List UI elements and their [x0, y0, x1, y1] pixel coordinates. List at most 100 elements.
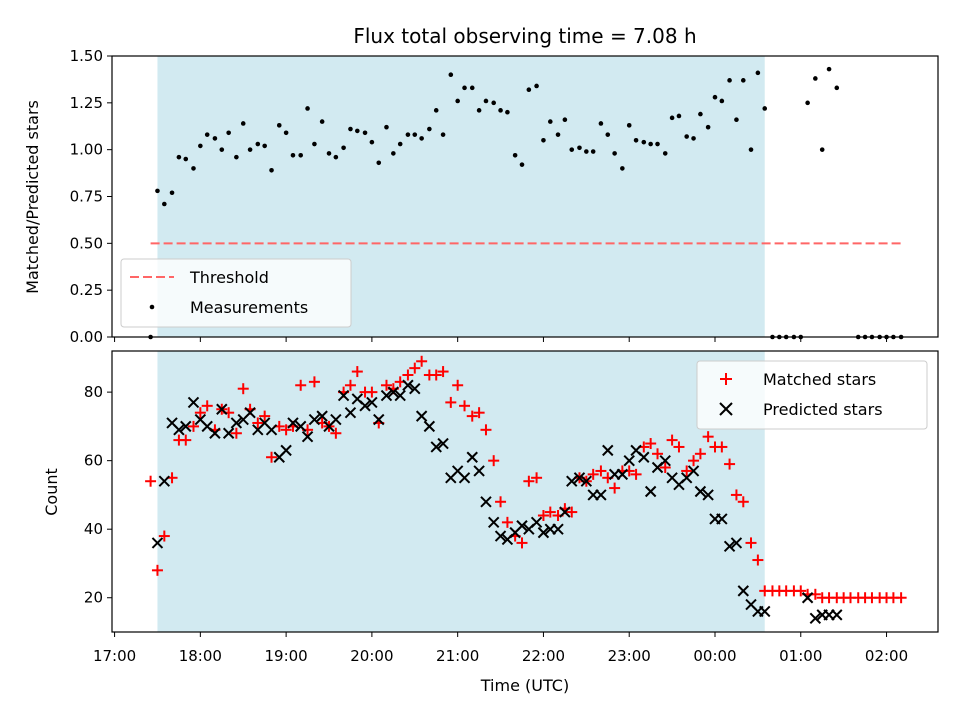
predicted-star-point: [716, 513, 728, 525]
matched-star-point: [702, 431, 714, 443]
predicted-star-point: [559, 506, 571, 518]
top-y-tick-label: 0.00: [70, 328, 103, 346]
measurement-point: [155, 188, 160, 194]
predicted-star-point: [380, 389, 393, 402]
predicted-star-point: [330, 413, 342, 426]
top-y-tick-label: 0.25: [70, 281, 103, 299]
predicted-star-point: [659, 454, 671, 467]
measurement-point: [641, 139, 647, 145]
predicted-star-point: [230, 417, 243, 429]
legend-matched-swatch: [720, 373, 732, 385]
measurement-point: [384, 124, 389, 130]
matched-star-point: [645, 438, 657, 450]
predicted-star-point: [437, 437, 449, 450]
measurement-point: [283, 130, 289, 136]
predicted-star-point: [480, 496, 492, 508]
measurement-point: [605, 132, 611, 137]
matched-star-point: [501, 516, 513, 528]
matched-star-point: [523, 475, 535, 487]
measurement-point: [541, 138, 546, 143]
count-points: [145, 355, 907, 624]
matched-star-point: [295, 379, 307, 391]
predicted-star-point: [616, 468, 629, 481]
measurement-point: [448, 72, 454, 78]
predicted-star-point: [466, 451, 478, 463]
measurement-point: [219, 147, 225, 152]
bottom-observing-interval-shade: [157, 351, 765, 632]
matched-star-point: [445, 396, 457, 408]
predicted-star-point: [458, 472, 471, 484]
measurement-point: [348, 126, 353, 132]
legend-measurements-swatch: [149, 304, 155, 310]
measurement-point: [526, 87, 532, 93]
matched-star-point: [516, 537, 528, 549]
bottom-y-tick-label: 60: [84, 452, 103, 470]
measurement-point: [512, 152, 518, 158]
predicted-star-point: [537, 526, 550, 539]
matched-star-point: [266, 451, 278, 463]
predicted-star-point: [280, 444, 292, 457]
matched-star-point: [688, 455, 700, 467]
bottom-y-axis-label: Count: [42, 468, 61, 516]
matched-star-point: [201, 400, 213, 412]
predicted-star-point: [494, 530, 507, 542]
predicted-star-point: [723, 540, 736, 553]
predicted-star-point: [530, 516, 543, 529]
top-y-tick-label: 0.75: [70, 188, 103, 206]
measurement-point: [362, 130, 368, 136]
legend-predicted-swatch: [719, 402, 733, 416]
matched-star-point: [595, 465, 607, 477]
predicted-star-point: [294, 420, 307, 433]
matched-star-point: [716, 441, 728, 453]
predicted-star-point: [801, 592, 814, 604]
measurement-point: [669, 115, 675, 121]
predicted-star-point: [423, 420, 436, 433]
predicted-star-point: [516, 520, 528, 532]
predicted-star-point: [623, 454, 635, 467]
measurement-point: [562, 117, 568, 122]
top-plot-frame: [111, 55, 939, 338]
matched-star-point: [488, 455, 500, 467]
predicted-star-point: [580, 475, 593, 487]
measurement-points: [148, 66, 904, 340]
measurement-point: [748, 147, 754, 152]
predicted-star-point: [831, 609, 843, 621]
measurement-point: [240, 121, 246, 126]
measurement-point: [569, 147, 575, 152]
matched-star-point: [724, 458, 736, 470]
measurement-point: [834, 85, 840, 91]
predicted-star-point: [301, 430, 314, 443]
measurement-point: [419, 136, 424, 141]
predicted-star-point: [222, 427, 235, 439]
predicted-star-point: [316, 410, 328, 422]
matched-star-point: [437, 366, 449, 378]
measurement-point: [319, 119, 325, 124]
measurement-point: [212, 136, 218, 141]
measurement-point: [391, 151, 396, 156]
matched-star-point: [280, 424, 292, 436]
bottom-y-ticks: 20 40 60 80: [84, 383, 112, 607]
matched-star-point: [795, 585, 807, 597]
measurement-point: [491, 100, 496, 106]
x-tick-label: 00:00: [693, 647, 736, 665]
predicted-star-point: [187, 396, 200, 409]
measurement-point: [740, 78, 746, 83]
measurement-point: [469, 85, 475, 91]
measurement-point: [534, 83, 539, 89]
measurement-point: [191, 166, 196, 171]
predicted-star-point: [644, 485, 657, 498]
top-y-ticks: 0.00 0.25 0.50 0.75 1.00 1.25 1.50: [70, 47, 112, 346]
measurement-point: [376, 160, 382, 166]
measurement-point: [262, 143, 267, 149]
measurement-point: [584, 149, 589, 154]
measurement-point: [734, 117, 739, 122]
predicted-star-point: [702, 489, 714, 501]
bottom-y-tick-label: 80: [84, 383, 103, 401]
predicted-star-point: [308, 413, 321, 426]
bottom-legend-box: [696, 360, 928, 430]
predicted-star-point: [759, 605, 771, 618]
matched-star-point: [180, 434, 192, 446]
matched-star-point: [531, 472, 543, 484]
matched-star-point: [459, 400, 471, 412]
